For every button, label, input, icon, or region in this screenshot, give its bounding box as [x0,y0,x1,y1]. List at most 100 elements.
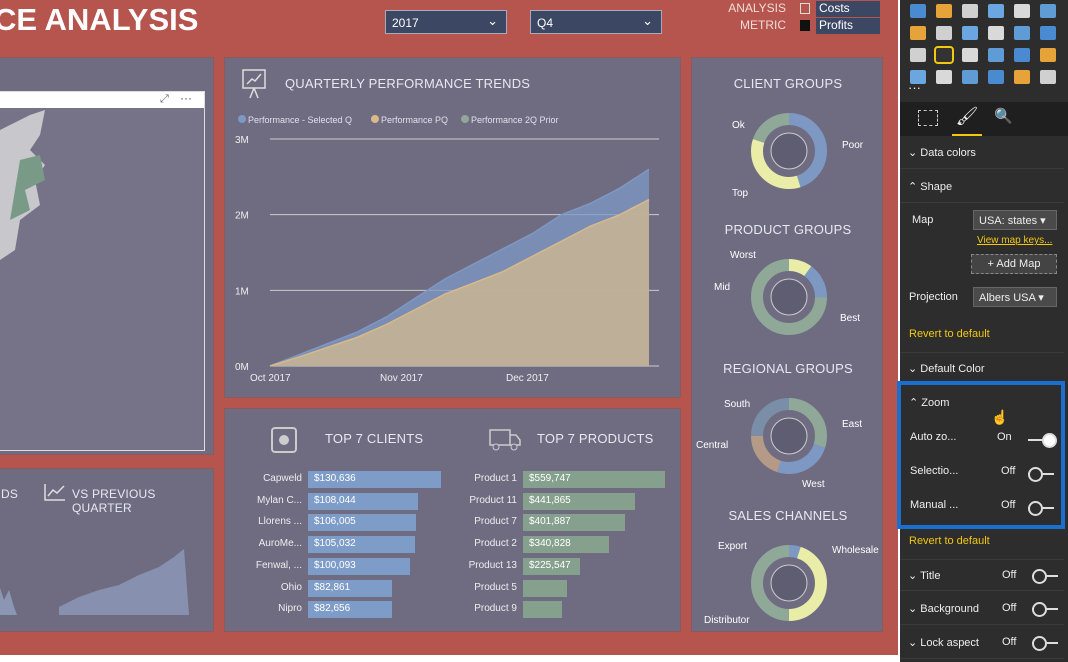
sparkline-chart[interactable] [0,545,215,615]
more-options-icon[interactable]: ··· [180,91,192,105]
visual-type-icon[interactable] [910,70,926,84]
visual-type-icon[interactable] [962,70,978,84]
bar[interactable]: $100,093 [308,557,410,575]
visual-type-icon[interactable] [988,26,1004,40]
background-toggle[interactable] [1032,602,1058,617]
checkbox-unchecked-icon[interactable] [800,3,810,14]
bar[interactable]: $108,044 [308,492,418,510]
view-map-keys-link[interactable]: View map keys... [977,235,1053,246]
donut-label: Best [840,313,861,324]
manual-zoom-toggle[interactable] [1028,501,1054,516]
donut-slice[interactable] [751,113,827,189]
shape-label: Shape [920,181,953,193]
visual-type-icon[interactable] [936,4,952,18]
quarter-slicer[interactable]: Q4 ⌄ [530,10,662,34]
selection-zoom-toggle[interactable] [1028,467,1054,482]
bar[interactable]: $105,032 [308,536,415,554]
donut-chart[interactable] [744,106,834,196]
map-dropdown[interactable]: USA: states ▾ [973,210,1057,230]
donut-slice[interactable] [751,259,827,335]
visual-type-icon[interactable] [936,70,952,84]
donut-slice[interactable] [751,545,827,621]
add-map-button[interactable]: + Add Map [971,254,1057,274]
visual-type-icon[interactable] [1040,4,1056,18]
lock-aspect-toggle[interactable] [1032,636,1058,651]
bar[interactable]: $130,636 [308,471,441,488]
zoom-section-header[interactable]: ⌃ Zoom [909,397,950,409]
year-value: 2017 [392,16,419,30]
visual-type-icon[interactable] [962,48,978,62]
visual-type-icon[interactable] [1014,70,1030,84]
chevron-down-icon: ⌄ [642,13,653,28]
default-color-section[interactable]: ⌄ Default Color [900,352,1064,384]
analytics-magnifier-icon[interactable]: 🔍 [994,108,1013,125]
checkbox-checked-icon[interactable] [800,20,810,31]
bar[interactable] [523,601,563,619]
visual-type-icon[interactable] [988,48,1004,62]
bar[interactable]: $82,656 [308,601,393,619]
legend-label[interactable]: Performance PQ [381,115,448,125]
visual-type-icon[interactable] [1014,48,1030,62]
donut-label: Central [696,440,729,451]
donut-chart[interactable] [744,252,834,342]
legend-label[interactable]: Performance 2Q Prior [471,115,559,125]
visual-type-icon[interactable] [1014,4,1030,18]
donut-slice[interactable] [751,398,827,474]
visual-type-icon[interactable] [910,26,926,40]
bar[interactable] [523,579,568,597]
x-tick-label: Dec 2017 [506,373,549,384]
data-colors-section[interactable]: ⌄ Data colors [900,137,1064,169]
us-states-map[interactable] [0,110,80,260]
donut-slice[interactable] [751,398,827,474]
focus-mode-icon[interactable]: ⤢ [160,93,169,105]
fields-tab-icon[interactable] [918,110,938,126]
visual-type-icon[interactable] [988,4,1004,18]
visual-type-icon[interactable] [988,70,1004,84]
partial-label: DS [1,487,19,501]
title-section[interactable]: ⌄ Title Off [900,559,1064,591]
background-section[interactable]: ⌄ Background Off [900,593,1064,625]
bar[interactable]: $340,828 [523,536,610,554]
visual-type-icon[interactable] [962,4,978,18]
map-value: USA: states [979,215,1038,227]
lock-aspect-section[interactable]: ⌄ Lock aspect Off [900,627,1064,659]
title-toggle[interactable] [1032,569,1058,584]
legend-label[interactable]: Performance - Selected Q [248,115,352,125]
visual-type-icon[interactable] [1014,26,1030,40]
visual-type-icon[interactable] [934,46,954,64]
bar[interactable]: $82,861 [308,579,393,597]
donut-label: Export [718,541,747,552]
donut-slice[interactable] [751,398,827,474]
visual-type-icon[interactable] [936,26,952,40]
projection-dropdown[interactable]: Albers USA ▾ [973,287,1057,307]
donut-slice[interactable] [751,545,827,621]
more-visuals-icon[interactable]: ··· [908,80,921,95]
revert-to-default-link[interactable]: Revert to default [909,328,990,340]
visual-type-icon[interactable] [962,26,978,40]
bar[interactable]: $106,005 [308,514,416,532]
bar[interactable]: $225,547 [523,557,581,575]
auto-zoom-toggle[interactable] [1028,433,1057,448]
bar[interactable]: $401,887 [523,514,625,532]
revert-to-default-link-2[interactable]: Revert to default [909,535,990,547]
donut-title: CLIENT GROUPS [733,76,843,91]
format-paint-roller-icon[interactable]: 🖌 [952,106,982,136]
bar[interactable]: $559,747 [523,471,665,488]
y-tick-label: 3M [235,135,249,146]
performance-area-chart[interactable]: 0M 1M 2M 3M Performance - Selected Q Performa… [225,98,682,398]
visual-type-icon[interactable] [910,4,926,18]
visual-type-icon[interactable] [1040,70,1056,84]
year-slicer[interactable]: 2017 ⌄ [385,10,507,34]
visual-type-icon[interactable] [1040,26,1056,40]
donut-chart[interactable] [744,391,834,481]
visual-type-icon[interactable] [910,48,926,62]
donut-chart[interactable] [744,538,834,628]
shape-section[interactable]: ⌃ Shape [900,171,1064,203]
visual-type-icon[interactable] [1040,48,1056,62]
y-tick-label: 1M [235,286,249,297]
donut-slice[interactable] [751,259,827,335]
donut-slice[interactable] [751,113,827,189]
map-visual[interactable]: ⤢ ··· [0,91,205,451]
series-area-1[interactable] [270,199,649,366]
bar[interactable]: $441,865 [523,492,636,510]
